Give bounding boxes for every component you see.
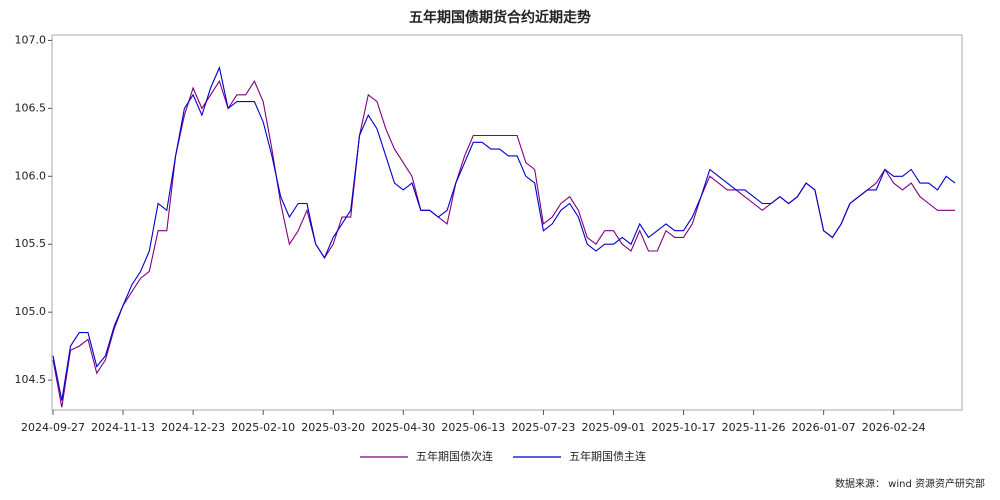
source-note: 数据来源： wind 资源资产研究部: [835, 477, 985, 490]
series-line: [52, 79, 955, 408]
x-tick-label: 2025-04-30: [371, 421, 435, 434]
x-tick-label: 2025-10-17: [652, 421, 716, 434]
chart-title: 五年期国债期货合约近期走势: [409, 9, 591, 26]
x-tick-label: 2026-01-07: [792, 421, 856, 434]
y-tick-label: 106.5: [15, 101, 47, 114]
legend-label: 五年期国债主连: [569, 449, 646, 463]
x-tick-label: 2025-07-23: [511, 421, 575, 434]
x-tick-label: 2025-09-01: [581, 421, 645, 434]
x-tick-label: 2024-11-13: [91, 421, 155, 434]
y-tick-label: 105.0: [15, 305, 47, 318]
x-tick-label: 2025-11-26: [722, 421, 786, 434]
y-tick-label: 105.5: [15, 237, 47, 250]
x-tick-label: 2025-02-10: [231, 421, 295, 434]
x-tick-label: 2025-06-13: [441, 421, 505, 434]
legend-label: 五年期国债次连: [416, 449, 493, 463]
y-tick-label: 106.0: [15, 169, 47, 182]
plot-frame: [51, 34, 963, 411]
x-tick-label: 2026-02-24: [862, 421, 926, 434]
x-tick-label: 2025-03-20: [301, 421, 365, 434]
y-tick-label: 104.5: [15, 373, 47, 386]
x-tick-label: 2024-12-23: [161, 421, 225, 434]
x-tick-label: 2024-09-27: [21, 421, 85, 434]
series-line: [52, 65, 956, 401]
y-tick-label: 107.0: [15, 33, 47, 46]
